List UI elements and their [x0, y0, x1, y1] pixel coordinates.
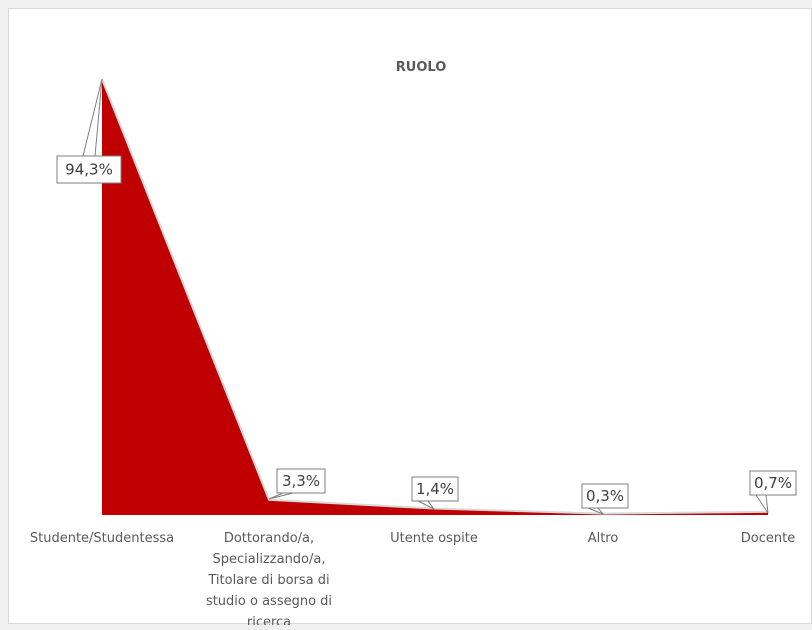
- data-label-text: 3,3%: [282, 472, 320, 490]
- chart-title: RUOLO: [396, 60, 447, 75]
- chart-area: RUOLO Studente/Studentessa Dottorando/a, S…: [8, 8, 812, 625]
- area-series: [102, 79, 768, 515]
- label-pointer: [268, 492, 294, 500]
- label-box: [749, 470, 797, 496]
- category-label: Studente/Studentessa: [30, 531, 174, 546]
- data-label: 1,4%: [411, 476, 459, 510]
- label-box: [411, 476, 459, 502]
- data-label-text: 94,3%: [65, 161, 113, 179]
- data-label: 94,3%: [56, 78, 122, 184]
- data-label-text: 0,7%: [754, 474, 792, 492]
- label-pointer: [755, 494, 769, 514]
- data-label-text: 1,4%: [416, 480, 454, 498]
- label-box: [276, 468, 326, 494]
- data-label: 3,3%: [268, 468, 326, 500]
- category-label: Utente ospite: [390, 531, 478, 546]
- category-label: Dottorando/a, Specializzando/a, Titolare d…: [206, 531, 332, 625]
- data-label: 0,7%: [749, 470, 797, 514]
- category-label: Altro: [588, 531, 619, 546]
- label-box: [581, 483, 629, 509]
- data-label: 0,3%: [581, 483, 629, 515]
- category-label: Docente: [741, 531, 795, 546]
- area-chart: RUOLO Studente/Studentessa Dottorando/a, S…: [30, 60, 797, 625]
- data-label-text: 0,3%: [586, 487, 624, 505]
- label-box: [56, 155, 122, 184]
- label-pointer: [82, 78, 103, 157]
